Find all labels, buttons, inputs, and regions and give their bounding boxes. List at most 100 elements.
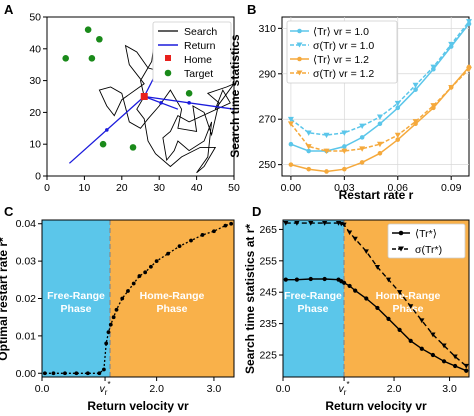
panel-c: C Free-Range Phase Home-Range Phase 0.0 v… (0, 204, 235, 413)
data-point (364, 296, 369, 301)
free-range-label-line2: Phase (298, 303, 329, 315)
legend-b-s1-label: ⟨Tr⟩ vr = 1.0 (313, 26, 369, 38)
free-range-label-line2: Phase (61, 303, 92, 315)
data-point (466, 66, 472, 73)
data-point (154, 259, 159, 264)
panel-a-ytick-label: 40 (29, 43, 41, 55)
panel-d-xtick-label: 3.0 (442, 383, 457, 395)
data-point (394, 132, 401, 139)
target-marker (88, 55, 96, 62)
panel-c-xtick-label: 0.0 (35, 383, 50, 395)
data-point (101, 367, 106, 372)
panel-c-ytick-label: 0.01 (16, 330, 37, 342)
panel-d-ticks: 0.0 vr* 2.0 3.0 225 235 245 255 265 (259, 224, 457, 397)
panel-a-xtick-label: 0 (44, 182, 50, 194)
data-point (395, 137, 401, 142)
data-point (126, 289, 130, 293)
legend-b-s3-label: ⟨Tr⟩ vr = 1.2 (313, 54, 369, 66)
panel-b-ytick-label: 270 (258, 114, 276, 126)
home-range-label-line2: Phase (393, 303, 424, 315)
data-point (347, 230, 353, 236)
data-point (114, 307, 119, 312)
data-point (374, 265, 380, 270)
data-point (85, 371, 90, 376)
data-point (376, 141, 383, 148)
search-path (98, 25, 236, 174)
legend-home-swatch (165, 55, 171, 61)
data-point (104, 341, 109, 346)
data-point (408, 304, 414, 309)
panel-b-legend: ⟨Tr⟩ vr = 1.0 σ(Tr) vr = 1.0 ⟨Tr⟩ vr = 1… (286, 20, 398, 84)
data-point (395, 105, 401, 111)
data-point (108, 322, 113, 327)
data-point (323, 132, 330, 139)
data-point (200, 233, 205, 237)
data-point (283, 221, 289, 226)
optimal-rate-line (44, 223, 232, 374)
legend-d-s1-label: ⟨Tr*⟩ (415, 228, 437, 240)
home-range-region (110, 220, 234, 377)
data-point (288, 141, 294, 147)
panel-d-ytick-label: 265 (259, 224, 277, 236)
data-point (377, 150, 383, 156)
panel-a-legend: Search Return Home Target (152, 21, 232, 83)
panel-c-series (42, 221, 234, 376)
data-point (430, 352, 436, 358)
data-point (324, 169, 329, 174)
panel-b-ytick-label: 250 (258, 159, 276, 171)
panel-b-xtick-label: 0.03 (334, 182, 355, 194)
panel-d-ylabel: Search time statistics at r* (243, 224, 257, 374)
data-point (74, 371, 79, 376)
data-point (430, 103, 437, 109)
panel-a-xtick-label: 40 (191, 182, 203, 194)
panel-c-ylabel: Optimal restart rate r* (0, 237, 10, 361)
free-range-label-line1: Free-Range (47, 290, 105, 302)
data-point (375, 305, 380, 311)
data-point (394, 100, 401, 107)
panel-b-ticks: 0.00 0.03 0.06 0.09 250 270 290 310 (258, 23, 461, 194)
panel-c-ytick-label: 0.00 (16, 368, 37, 380)
panel-c-ytick-label: 0.03 (16, 256, 37, 268)
legend-b-s2-marker (296, 42, 303, 48)
data-point (229, 221, 234, 226)
legend-target-label: Target (184, 68, 213, 80)
data-point (63, 371, 67, 376)
data-point (131, 281, 136, 286)
data-point (412, 82, 419, 89)
panel-b: B 0.00 0.03 0.06 0.09 250 270 290 310 ⟨Tr⟩ vr =… (228, 2, 472, 202)
panel-d-legend: ⟨Tr*⟩ σ(Tr*) (387, 223, 466, 259)
data-point (359, 135, 365, 140)
data-point (306, 166, 312, 172)
panel-a-label: A (4, 2, 14, 17)
panel-c-xtick-label: 3.0 (207, 383, 222, 395)
data-point (288, 162, 294, 167)
target-marker (99, 140, 107, 148)
data-point (177, 244, 182, 249)
data-point (148, 264, 153, 269)
data-point (419, 346, 424, 351)
legend-home-label: Home (184, 54, 212, 66)
panel-d-ytick-label: 225 (259, 350, 277, 362)
home-marker (140, 93, 148, 100)
legend-search-label: Search (184, 26, 217, 38)
data-point (322, 221, 328, 226)
panel-a-xtick-label: 30 (153, 182, 165, 194)
legend-b-s1-marker (297, 28, 302, 34)
panel-b-xtick-label: 0.09 (441, 182, 462, 194)
data-point (430, 332, 436, 338)
data-point (377, 121, 383, 127)
panel-b-xtick-label: 0.06 (388, 182, 409, 194)
target-marker (129, 144, 137, 151)
panel-a-xtick-label: 10 (79, 182, 91, 194)
data-point (397, 327, 402, 332)
data-point (341, 222, 347, 228)
panel-b-xtick-label: 0.00 (281, 182, 302, 194)
return-arrow (105, 128, 109, 132)
data-point (359, 160, 365, 165)
panel-a-ytick-label: 10 (29, 139, 41, 151)
legend-b-s3-marker (297, 56, 302, 62)
panel-d-xlabel: Return velocity vr (325, 399, 427, 413)
legend-b-s4-label: σ(Tr) vr = 1.2 (313, 68, 374, 80)
panel-d: D Free-Range Phase Home-Range Phase ⟨Tr*… (243, 204, 470, 413)
